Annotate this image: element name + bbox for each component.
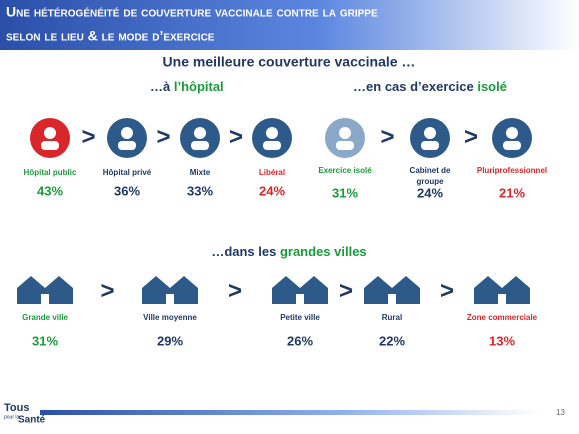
title-line: Une hétérogénéité de couverture vaccinal… xyxy=(6,4,378,20)
footer-bar xyxy=(40,410,540,415)
item-label: groupe xyxy=(416,177,444,186)
heading-part: isolé xyxy=(477,79,507,94)
item-value: 13% xyxy=(489,333,515,348)
icon xyxy=(142,276,198,304)
logo: pour la xyxy=(4,414,20,420)
item-label: Hôpital privé xyxy=(103,168,152,177)
icon-detail xyxy=(191,141,209,150)
heading-part: …à xyxy=(150,79,174,94)
item-label: Zone commerciale xyxy=(467,313,538,322)
item-label: Petite ville xyxy=(280,313,320,322)
arrow: > xyxy=(229,123,243,150)
item-label: Exercice isolé xyxy=(318,166,372,175)
item-value: 21% xyxy=(499,185,525,200)
icon xyxy=(474,276,530,304)
icon xyxy=(364,276,420,304)
page-number: 13 xyxy=(556,408,565,417)
item-value: 24% xyxy=(417,185,443,200)
icon-detail xyxy=(296,294,304,304)
icon-detail xyxy=(118,141,136,150)
arrow: > xyxy=(228,277,242,304)
arrow: > xyxy=(100,277,114,304)
icon-detail xyxy=(388,294,396,304)
icon-detail xyxy=(266,127,278,139)
item-label: Cabinet de xyxy=(410,166,451,175)
heading-part: grandes villes xyxy=(280,244,367,259)
section-heading: …à l’hôpital xyxy=(150,79,224,94)
item-value: 31% xyxy=(332,185,358,200)
arrow: > xyxy=(440,277,454,304)
item-label: Grande ville xyxy=(22,313,68,322)
arrow: > xyxy=(380,123,394,150)
icon-detail xyxy=(498,294,506,304)
icon-detail xyxy=(336,141,354,150)
item-label: Hôpital public xyxy=(24,168,77,177)
item-value: 43% xyxy=(37,183,63,198)
section-heading: …dans les grandes villes xyxy=(211,244,366,259)
icon-detail xyxy=(339,127,351,139)
item-value: 22% xyxy=(379,333,405,348)
item-value: 31% xyxy=(32,333,58,348)
icon-detail xyxy=(44,127,56,139)
item-value: 36% xyxy=(114,183,140,198)
arrow: > xyxy=(339,277,353,304)
icon-detail xyxy=(121,127,133,139)
heading-part: …en cas d’exercice xyxy=(353,79,477,94)
icon-detail xyxy=(424,127,436,139)
icon-detail xyxy=(41,294,49,304)
item-label: Ville moyenne xyxy=(143,313,197,322)
icon-detail xyxy=(166,294,174,304)
arrow: > xyxy=(81,123,95,150)
icon-detail xyxy=(263,141,281,150)
logo: Tous xyxy=(4,402,29,414)
heading-part: l’hôpital xyxy=(174,79,224,94)
section-heading: …en cas d’exercice isolé xyxy=(353,79,507,94)
icon-detail xyxy=(41,141,59,150)
item-value: 33% xyxy=(187,183,213,198)
item-label: Rural xyxy=(382,313,402,322)
item-label: Mixte xyxy=(190,168,211,177)
title-line: selon le lieu & le mode d’exercice xyxy=(6,28,215,44)
icon-detail xyxy=(194,127,206,139)
icon-detail xyxy=(503,141,521,150)
heading-part: …dans les xyxy=(211,244,280,259)
icon-detail xyxy=(421,141,439,150)
header-band xyxy=(0,0,579,50)
icon-detail xyxy=(506,127,518,139)
item-label: Pluriprofessionnel xyxy=(477,166,547,175)
arrow: > xyxy=(464,123,478,150)
item-value: 29% xyxy=(157,333,183,348)
logo: Santé xyxy=(18,415,46,426)
arrow: > xyxy=(156,123,170,150)
item-label: Libéral xyxy=(259,168,285,177)
icon xyxy=(17,276,73,304)
item-value: 24% xyxy=(259,183,285,198)
item-value: 26% xyxy=(287,333,313,348)
icon xyxy=(272,276,328,304)
subtitle: Une meilleure couverture vaccinale … xyxy=(163,54,416,70)
